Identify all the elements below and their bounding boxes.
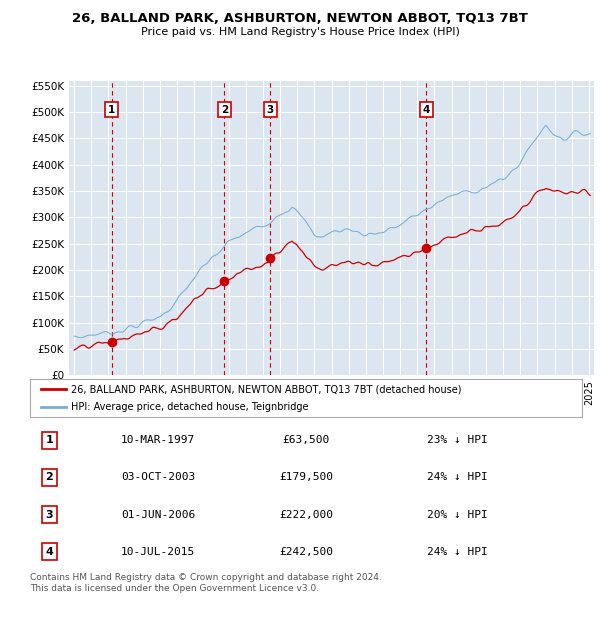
Text: 26, BALLAND PARK, ASHBURTON, NEWTON ABBOT, TQ13 7BT: 26, BALLAND PARK, ASHBURTON, NEWTON ABBO… — [72, 12, 528, 25]
Text: Contains HM Land Registry data © Crown copyright and database right 2024.
This d: Contains HM Land Registry data © Crown c… — [30, 574, 382, 593]
Text: Price paid vs. HM Land Registry's House Price Index (HPI): Price paid vs. HM Land Registry's House … — [140, 27, 460, 37]
Text: 01-JUN-2006: 01-JUN-2006 — [121, 510, 196, 520]
Text: 24% ↓ HPI: 24% ↓ HPI — [427, 472, 488, 482]
Text: 1: 1 — [108, 105, 115, 115]
Text: 23% ↓ HPI: 23% ↓ HPI — [427, 435, 488, 445]
Text: 03-OCT-2003: 03-OCT-2003 — [121, 472, 196, 482]
Text: £242,500: £242,500 — [279, 547, 333, 557]
Text: HPI: Average price, detached house, Teignbridge: HPI: Average price, detached house, Teig… — [71, 402, 309, 412]
Text: 1: 1 — [46, 435, 53, 445]
Text: 10-MAR-1997: 10-MAR-1997 — [121, 435, 196, 445]
Text: 10-JUL-2015: 10-JUL-2015 — [121, 547, 196, 557]
Text: £63,500: £63,500 — [283, 435, 329, 445]
Text: 3: 3 — [266, 105, 274, 115]
Text: 26, BALLAND PARK, ASHBURTON, NEWTON ABBOT, TQ13 7BT (detached house): 26, BALLAND PARK, ASHBURTON, NEWTON ABBO… — [71, 384, 462, 394]
Text: 20% ↓ HPI: 20% ↓ HPI — [427, 510, 488, 520]
Text: 24% ↓ HPI: 24% ↓ HPI — [427, 547, 488, 557]
Text: 4: 4 — [46, 547, 53, 557]
Text: £179,500: £179,500 — [279, 472, 333, 482]
Text: 3: 3 — [46, 510, 53, 520]
Text: 4: 4 — [422, 105, 430, 115]
Text: 2: 2 — [221, 105, 228, 115]
Text: £222,000: £222,000 — [279, 510, 333, 520]
Text: 2: 2 — [46, 472, 53, 482]
